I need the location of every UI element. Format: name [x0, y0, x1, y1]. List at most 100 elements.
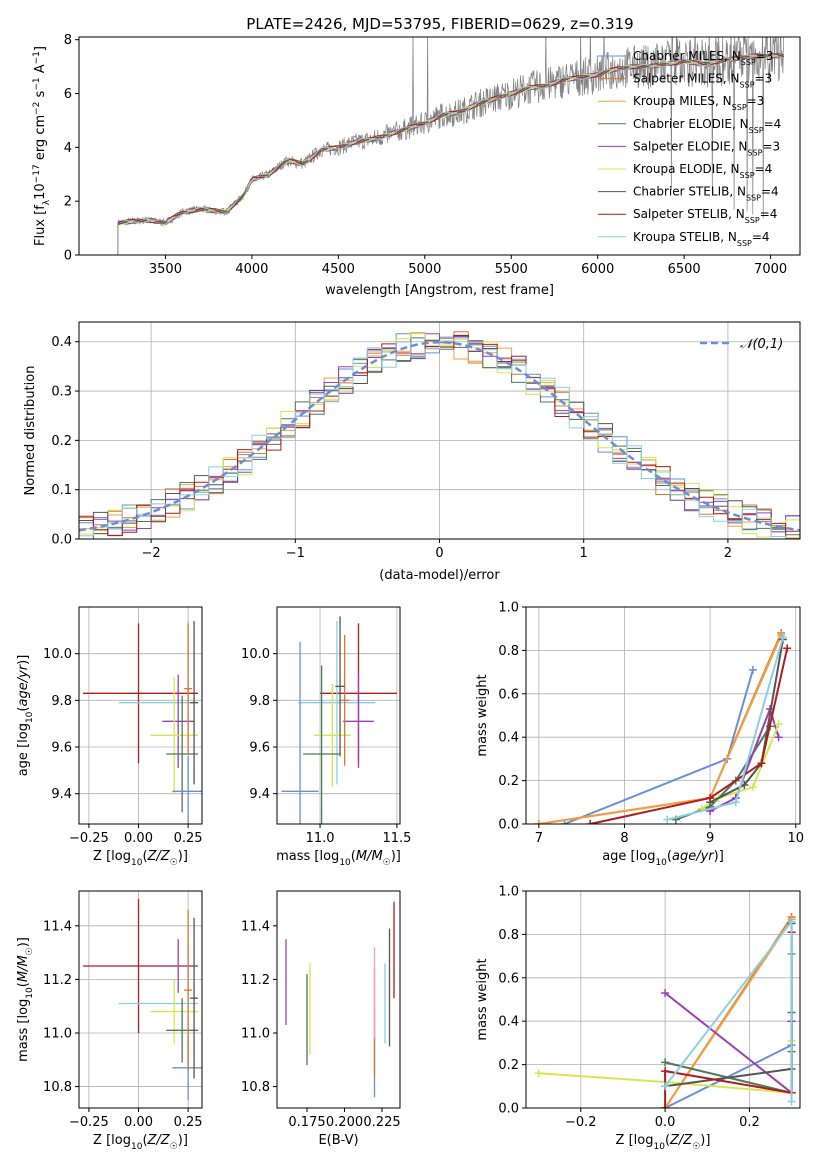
- y-tick-label: 9.4: [51, 787, 72, 802]
- axes-frame: [78, 36, 801, 256]
- model-spectrum-5: [117, 53, 784, 225]
- axes-frame: [525, 890, 801, 1109]
- y-tick-label: 0.2: [51, 434, 72, 449]
- x-axis-label: age [log10(age/yr)]: [602, 849, 724, 868]
- y-tick-label: 11.2: [43, 973, 72, 988]
- legend-label: Chabrier STELIB, NSSP=4: [633, 185, 779, 203]
- x-axis-label: Z [log10(Z/Z☉)]: [616, 1133, 711, 1152]
- y-tick-label: 9.6: [249, 741, 270, 756]
- legend-label: Kroupa STELIB, NSSP=4: [633, 230, 770, 248]
- x-tick-label: 0.0: [655, 1115, 676, 1130]
- plus-marker: [534, 820, 543, 824]
- y-axis-label: Normed distribution: [23, 366, 38, 496]
- x-axis-label: Z [log10(Z/Z☉)]: [93, 849, 188, 868]
- x-axis-label: E(B-V): [318, 1133, 358, 1148]
- plus-marker: [748, 783, 757, 792]
- x-tick-label: 11.0: [306, 831, 335, 846]
- plus-marker: [731, 798, 740, 807]
- y-tick-label: 0.0: [498, 1102, 519, 1117]
- x-tick-label: 1: [580, 546, 588, 561]
- x-tick-label: 10: [787, 831, 804, 846]
- y-tick-label: 0.8: [498, 644, 519, 659]
- plus-marker: [774, 720, 783, 729]
- x-axis-label: wavelength [Angstrom, rest frame]: [325, 283, 554, 298]
- y-tick-label: 0.4: [498, 731, 519, 746]
- plot-area: [277, 607, 400, 824]
- x-tick-label: 0.200: [326, 1115, 363, 1130]
- y-tick-label: 0.6: [498, 971, 519, 986]
- plus-marker: [787, 1097, 796, 1106]
- plot-area: [79, 322, 800, 539]
- x-tick-label: 7: [535, 831, 543, 846]
- plus-marker: [534, 1069, 543, 1078]
- weight-line-7: [589, 647, 789, 824]
- chart-age-vs-Z: −0.25 0.00 0.25 9.4 9.6 9.8 10.0 Z [log10(Z/Z☉)…: [16, 606, 203, 868]
- y-tick-label: 0.0: [498, 818, 519, 833]
- weight-line-4: [709, 705, 780, 812]
- x-tick-label: 5500: [495, 262, 528, 277]
- y-axis-label: mass weight: [475, 958, 490, 1040]
- y-tick-label: 6: [64, 87, 72, 102]
- legend-label: Salpeter STELIB, NSSP=4: [633, 207, 777, 225]
- y-tick-label: 8: [64, 33, 72, 48]
- y-tick-label: 11.0: [43, 1026, 72, 1041]
- y-tick-label: 0: [64, 249, 72, 264]
- plot-area: [79, 607, 202, 824]
- x-tick-label: −0.25: [69, 1115, 109, 1130]
- y-tick-label: 9.8: [51, 694, 72, 709]
- plus-marker: [783, 644, 792, 653]
- x-tick-label: 6500: [668, 262, 701, 277]
- x-axis-label: Z [log10(Z/Z☉)]: [93, 1133, 188, 1152]
- y-tick-label: 0.8: [498, 928, 519, 943]
- y-tick-label: 10.0: [241, 647, 270, 662]
- x-tick-label: −1: [286, 546, 305, 561]
- plot-area: [526, 607, 800, 824]
- plus-marker: [757, 759, 766, 768]
- y-tick-label: 9.8: [249, 694, 270, 709]
- weight-line-0: [564, 669, 754, 824]
- x-tick-label: 0.00: [124, 1115, 153, 1130]
- legend-label: Salpeter MILES, NSSP=3: [633, 72, 772, 90]
- y-tick-label: 0.0: [51, 533, 72, 548]
- x-tick-label: 5000: [408, 262, 441, 277]
- x-tick-label: −0.2: [565, 1115, 597, 1130]
- chart-mass-weight-vs-age: 7 8 9 10 0.0 0.2 0.4 0.6 0.8 1.0 age [log10(age/yr…: [475, 601, 804, 869]
- y-tick-label: 10.8: [43, 1080, 72, 1095]
- y-tick-label: 1.0: [498, 885, 519, 900]
- y-tick-label: 4: [64, 141, 72, 156]
- y-tick-label: 0.3: [51, 385, 72, 400]
- y-tick-label: 0.4: [51, 335, 72, 350]
- x-tick-label: 0.25: [174, 831, 203, 846]
- plus-marker: [661, 1067, 670, 1076]
- y-tick-label: 9.6: [51, 741, 72, 756]
- plus-marker: [661, 1058, 670, 1067]
- y-tick-label: 0.1: [51, 483, 72, 498]
- y-tick-label: 11.0: [241, 1026, 270, 1041]
- axes-frame: [276, 606, 401, 825]
- legend-label: Salpeter ELODIE, NSSP=3: [633, 139, 780, 157]
- y-tick-label: 10.8: [241, 1080, 270, 1095]
- x-tick-label: 4000: [235, 262, 268, 277]
- y-tick-label: 0.2: [498, 1058, 519, 1073]
- y-tick-label: 9.4: [249, 787, 270, 802]
- gaussian-curve: [79, 340, 800, 532]
- x-tick-label: 6000: [581, 262, 614, 277]
- plus-marker: [560, 820, 569, 824]
- axes-frame: [276, 890, 401, 1109]
- plus-marker: [774, 733, 783, 742]
- y-tick-label: 11.4: [241, 919, 270, 934]
- x-tick-label: 4500: [322, 262, 355, 277]
- y-tick-label: 11.2: [241, 973, 270, 988]
- x-axis-label: mass [log10(M/M☉)]: [276, 849, 401, 868]
- y-tick-label: 0.6: [498, 687, 519, 702]
- y-axis-label: age [log10(age/yr)]: [16, 655, 35, 777]
- x-tick-label: −0.25: [69, 831, 109, 846]
- chart-residuals: −2 −1 0 1 2 0.0 0.1 0.2 0.3 0.4 (data-model)/error…: [23, 321, 801, 583]
- chart-age-vs-mass: 11.0 11.5 9.4 9.6 9.8 10.0 mass [log10(M/M☉)]: [241, 606, 411, 868]
- plus-marker: [748, 665, 757, 674]
- x-tick-label: 0.25: [174, 1115, 203, 1130]
- x-tick-label: 2: [724, 546, 732, 561]
- x-axis-label: (data-model)/error: [379, 568, 500, 583]
- plot-area: [526, 891, 800, 1108]
- weight-line-2: [538, 634, 783, 824]
